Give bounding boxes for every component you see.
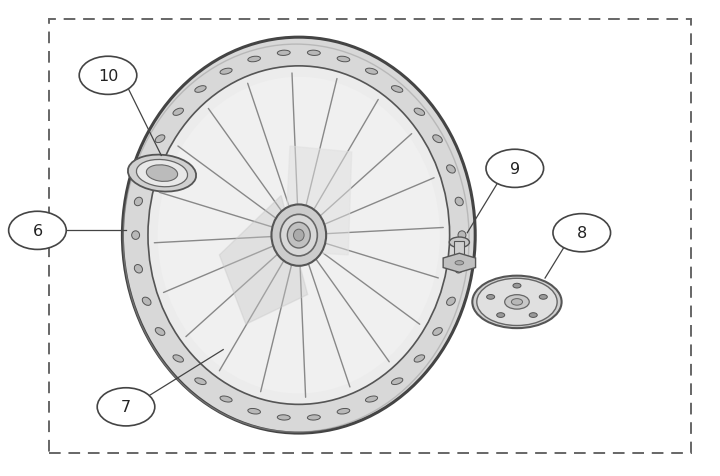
Text: 8: 8	[577, 226, 587, 241]
Ellipse shape	[414, 355, 425, 362]
Ellipse shape	[158, 78, 440, 394]
Polygon shape	[220, 196, 307, 325]
Ellipse shape	[173, 355, 184, 362]
Ellipse shape	[487, 295, 495, 299]
Ellipse shape	[307, 415, 320, 420]
Ellipse shape	[220, 396, 232, 402]
Ellipse shape	[433, 328, 442, 336]
Circle shape	[553, 214, 611, 252]
Ellipse shape	[195, 378, 206, 385]
Ellipse shape	[156, 328, 165, 336]
Circle shape	[97, 388, 155, 426]
Ellipse shape	[173, 109, 184, 116]
Polygon shape	[284, 147, 351, 255]
Ellipse shape	[458, 231, 466, 240]
Ellipse shape	[277, 415, 290, 420]
Ellipse shape	[449, 238, 469, 248]
Ellipse shape	[497, 313, 505, 318]
Circle shape	[79, 57, 137, 95]
Ellipse shape	[135, 198, 143, 206]
Circle shape	[486, 150, 544, 188]
Ellipse shape	[455, 265, 463, 273]
Ellipse shape	[146, 166, 178, 182]
Ellipse shape	[513, 284, 521, 288]
Ellipse shape	[505, 295, 529, 309]
Ellipse shape	[248, 408, 261, 414]
Ellipse shape	[135, 265, 143, 273]
Polygon shape	[443, 254, 476, 273]
Ellipse shape	[337, 408, 350, 414]
Ellipse shape	[392, 378, 402, 385]
Ellipse shape	[511, 299, 523, 306]
Ellipse shape	[477, 278, 557, 326]
Ellipse shape	[156, 136, 165, 143]
Ellipse shape	[143, 166, 151, 174]
Text: 6: 6	[32, 223, 42, 238]
Ellipse shape	[287, 223, 310, 248]
Ellipse shape	[446, 166, 455, 174]
Ellipse shape	[248, 57, 261, 63]
Text: 10: 10	[98, 69, 118, 84]
Ellipse shape	[446, 298, 455, 306]
Bar	[454, 241, 464, 259]
Text: 9: 9	[510, 161, 520, 177]
Circle shape	[9, 212, 66, 250]
Ellipse shape	[220, 69, 232, 75]
Ellipse shape	[195, 87, 206, 93]
Ellipse shape	[472, 276, 562, 328]
Ellipse shape	[143, 298, 151, 306]
Ellipse shape	[392, 87, 402, 93]
Ellipse shape	[122, 38, 475, 433]
Ellipse shape	[433, 136, 442, 143]
Ellipse shape	[280, 215, 318, 257]
Ellipse shape	[455, 261, 464, 266]
Ellipse shape	[307, 51, 320, 56]
Ellipse shape	[277, 51, 290, 56]
Ellipse shape	[539, 295, 547, 299]
Ellipse shape	[148, 67, 449, 405]
Ellipse shape	[132, 231, 140, 240]
Ellipse shape	[128, 155, 196, 192]
Ellipse shape	[136, 160, 188, 188]
Ellipse shape	[271, 205, 326, 266]
Ellipse shape	[337, 57, 350, 63]
Text: 7: 7	[121, 399, 131, 415]
Ellipse shape	[294, 230, 304, 241]
Ellipse shape	[529, 313, 537, 318]
Ellipse shape	[455, 198, 463, 206]
Ellipse shape	[414, 109, 425, 116]
Ellipse shape	[366, 396, 377, 402]
Ellipse shape	[366, 69, 377, 75]
